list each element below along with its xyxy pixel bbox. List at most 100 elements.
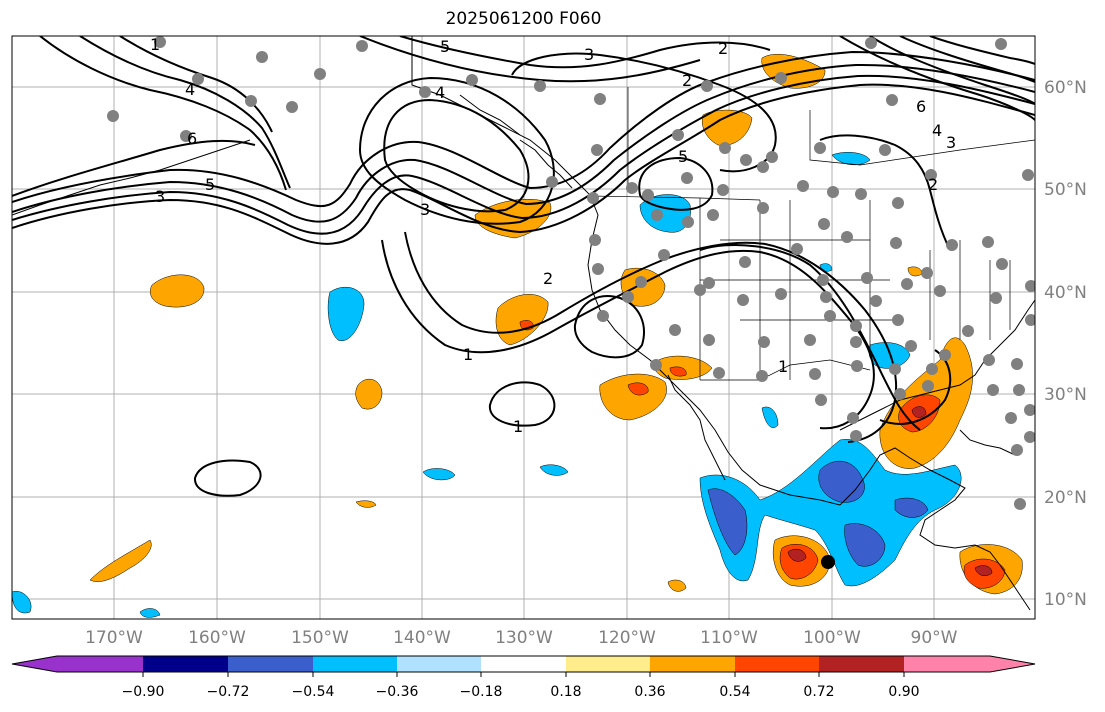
colorbar-segment <box>228 656 313 672</box>
contour-line <box>381 239 875 430</box>
contour-value-labels: 1 1 1 1 2 2 2 2 3 3 3 3 4 4 4 5 5 5 6 6 <box>150 35 956 436</box>
contour-label: 3 <box>155 187 165 206</box>
longitude-label: 140°W <box>393 628 451 648</box>
map-title: 2025061200 F060 <box>445 9 602 29</box>
contour-line <box>359 36 701 83</box>
colorbar-segment <box>819 656 904 672</box>
contour-label: 2 <box>718 39 728 58</box>
contour-line <box>879 349 952 425</box>
contour-line <box>12 50 1035 208</box>
colorbar-tick-label: −0.72 <box>207 684 250 700</box>
orange-area <box>149 274 205 308</box>
colorbar-tick-label: 0.18 <box>550 684 581 700</box>
latitude-label: 10°N <box>1044 590 1087 610</box>
dark-blue-area <box>894 497 929 518</box>
colorbar-segment <box>143 656 228 672</box>
longitude-label: 130°W <box>495 628 553 648</box>
longitude-axis-labels: 170°W 160°W 150°W 140°W 130°W 120°W 110°… <box>85 628 958 648</box>
colorbar-segment <box>12 656 57 672</box>
colorbar-segment <box>481 656 566 672</box>
latitude-label: 60°N <box>1044 78 1087 98</box>
contour-line <box>399 36 771 69</box>
contour-label: 3 <box>946 133 956 152</box>
contour-label: 2 <box>543 269 553 288</box>
contour-label: 2 <box>682 71 692 90</box>
colorbar-segment <box>313 656 397 672</box>
colorbar-tick-label: 0.54 <box>719 684 750 700</box>
colorbar-segment <box>57 656 143 672</box>
blue-area <box>422 468 456 481</box>
blue-area <box>139 608 161 618</box>
latitude-label: 30°N <box>1044 385 1087 405</box>
contour-line <box>79 36 291 189</box>
longitude-label: 100°W <box>803 628 861 648</box>
longitude-label: 110°W <box>700 628 758 648</box>
contour-line <box>12 83 1035 245</box>
latitude-label: 20°N <box>1044 488 1087 508</box>
darkred-area <box>787 548 807 562</box>
contour-label: 1 <box>150 35 160 54</box>
contour-line <box>119 36 273 133</box>
positive-anomaly-fills <box>89 53 1023 595</box>
colorbar-tick-label: 0.90 <box>888 684 919 700</box>
colorbar-ticks <box>142 672 905 677</box>
latitude-axis-labels: 60°N 50°N 40°N 30°N 20°N 10°N <box>1044 78 1087 610</box>
colorbar-tick-label: −0.18 <box>460 684 503 700</box>
contour-label: 3 <box>420 200 430 219</box>
orange-area <box>667 579 687 592</box>
contour-line <box>929 36 1035 65</box>
colorbar-segment <box>566 656 650 672</box>
colorbar-tick-label: 0.72 <box>803 684 834 700</box>
contour-label: 5 <box>440 37 450 56</box>
colorbar-tick-label: −0.54 <box>292 684 335 700</box>
orange-area <box>474 198 552 239</box>
contour-line <box>699 244 921 431</box>
orange-area <box>355 378 383 410</box>
darkred-area <box>911 406 927 418</box>
contour-lines <box>12 36 1035 497</box>
contour-label: 6 <box>916 97 926 116</box>
contour-label: 3 <box>584 45 594 64</box>
contour-label: 6 <box>187 129 197 148</box>
plot-frame <box>11 35 1036 620</box>
contour-label: 2 <box>928 175 938 194</box>
colorbar-segment <box>650 656 735 672</box>
contour-line <box>12 139 256 197</box>
colorbar-segment <box>735 656 819 672</box>
contour-line <box>488 381 556 427</box>
contour-line <box>383 98 530 213</box>
contour-line <box>638 156 714 211</box>
longitude-label: 170°W <box>85 628 143 648</box>
station-markers <box>107 36 1035 569</box>
contour-label: 1 <box>778 357 788 376</box>
contour-label: 1 <box>513 417 523 436</box>
contour-line <box>39 36 287 191</box>
red-area <box>627 382 649 396</box>
colorbar-outline <box>11 655 1036 673</box>
colorbar-segment <box>397 656 481 672</box>
colorbar-segment <box>904 656 990 672</box>
colorbar-tick-label: 0.36 <box>634 684 665 700</box>
colorbar-tick-label: −0.90 <box>122 684 165 700</box>
contour-line <box>869 36 1035 105</box>
blue-area <box>327 286 365 341</box>
longitude-label: 120°W <box>598 628 656 648</box>
blue-area <box>761 406 779 428</box>
longitude-label: 160°W <box>188 628 246 648</box>
blue-area <box>12 590 32 614</box>
contour-line <box>358 76 555 225</box>
colorbar-segment <box>990 656 1035 672</box>
dark-blue-area <box>844 523 886 567</box>
contour-line <box>193 459 262 497</box>
contour-line <box>12 63 1035 223</box>
orange-area <box>599 373 667 421</box>
dark-blue-area <box>707 488 748 556</box>
contour-line <box>12 74 1035 235</box>
contour-label: 5 <box>205 175 215 194</box>
contour-label: 4 <box>185 80 195 99</box>
blue-area <box>539 464 569 476</box>
contour-line <box>839 36 1035 121</box>
longitude-label: 150°W <box>291 628 349 648</box>
orange-area <box>355 500 377 508</box>
